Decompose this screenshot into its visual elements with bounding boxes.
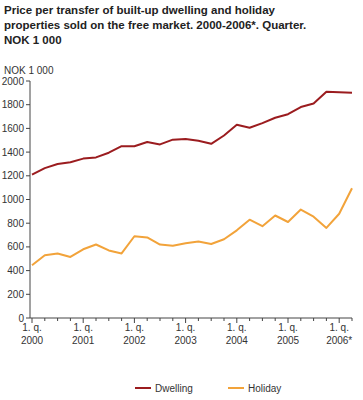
- y-tick: [26, 199, 30, 200]
- y-tick: [26, 128, 30, 129]
- chart-title: Price per transfer of built-up dwelling …: [4, 3, 334, 48]
- y-tick: [26, 246, 30, 247]
- x-tick-label-line: 2002: [123, 335, 146, 346]
- x-tick-label-line: 1. q.: [278, 322, 297, 333]
- x-tick: [160, 318, 161, 321]
- x-tick: [262, 318, 263, 321]
- y-tick: [26, 175, 30, 176]
- y-tick-label: 2000: [2, 76, 25, 87]
- plot-area: [32, 92, 352, 266]
- x-tick: [121, 318, 122, 321]
- x-tick: [70, 318, 71, 321]
- legend-label: Holiday: [248, 383, 281, 394]
- y-tick-label: 800: [7, 218, 24, 229]
- x-tick: [96, 318, 97, 321]
- x-tick: [352, 318, 353, 321]
- legend-label: Dwelling: [155, 383, 193, 394]
- y-tick: [26, 223, 30, 224]
- x-tick-label-line: 2000: [21, 335, 44, 346]
- y-tick-label: 1400: [2, 147, 25, 158]
- x-tick: [275, 318, 276, 321]
- x-tick-label: 1. q. 2005: [277, 322, 300, 346]
- x-tick: [326, 318, 327, 321]
- x-tick-label-line: 2001: [72, 335, 95, 346]
- x-tick: [313, 318, 314, 321]
- x-tick-label-line: 2004: [226, 335, 249, 346]
- y-tick-label: 200: [7, 289, 24, 300]
- y-tick-label: 1600: [2, 123, 25, 134]
- x-tick-label: 1. q. 2000: [21, 322, 44, 346]
- x-tick-label: 1. q. 2006*: [326, 322, 352, 346]
- x-tick: [172, 318, 173, 321]
- x-tick: [249, 318, 250, 321]
- y-tick-label: 600: [7, 241, 24, 252]
- x-axis: [30, 318, 352, 319]
- x-tick: [57, 318, 58, 321]
- x-tick: [108, 318, 109, 321]
- x-tick: [211, 318, 212, 321]
- x-tick-label-line: 1. q.: [22, 322, 41, 333]
- x-tick-label-line: 1. q.: [329, 322, 348, 333]
- y-axis: [30, 81, 31, 318]
- series-line: [32, 92, 352, 175]
- series-line: [32, 188, 352, 265]
- x-tick-label: 1. q. 2001: [72, 322, 95, 346]
- x-tick: [300, 318, 301, 321]
- y-axis-label: NOK 1 000: [4, 65, 54, 76]
- y-tick: [26, 152, 30, 153]
- y-tick: [26, 318, 30, 319]
- y-tick: [26, 294, 30, 295]
- y-tick: [26, 81, 30, 82]
- x-tick: [147, 318, 148, 321]
- x-tick-label: 1. q. 2004: [226, 322, 249, 346]
- y-tick-label: 1800: [2, 99, 25, 110]
- y-tick-label: 1200: [2, 170, 25, 181]
- x-tick-label-line: 2006*: [326, 335, 352, 346]
- x-tick-label-line: 1. q.: [73, 322, 92, 333]
- x-tick-label-line: 2005: [277, 335, 300, 346]
- x-tick-label: 1. q. 2002: [123, 322, 146, 346]
- x-tick-label-line: 2003: [174, 335, 197, 346]
- x-tick: [44, 318, 45, 321]
- legend-swatch: [135, 387, 151, 389]
- y-tick-label: 400: [7, 265, 24, 276]
- y-tick-label: 1000: [2, 194, 25, 205]
- chart: NOK 1 0000200400600800100012001400160018…: [0, 0, 363, 400]
- legend-swatch: [228, 387, 244, 389]
- x-tick-label-line: 1. q.: [176, 322, 195, 333]
- x-tick: [198, 318, 199, 321]
- y-tick: [26, 104, 30, 105]
- x-tick-label: 1. q. 2003: [174, 322, 197, 346]
- y-tick: [26, 270, 30, 271]
- x-tick: [224, 318, 225, 321]
- x-tick-label-line: 1. q.: [227, 322, 246, 333]
- x-tick-label-line: 1. q.: [125, 322, 144, 333]
